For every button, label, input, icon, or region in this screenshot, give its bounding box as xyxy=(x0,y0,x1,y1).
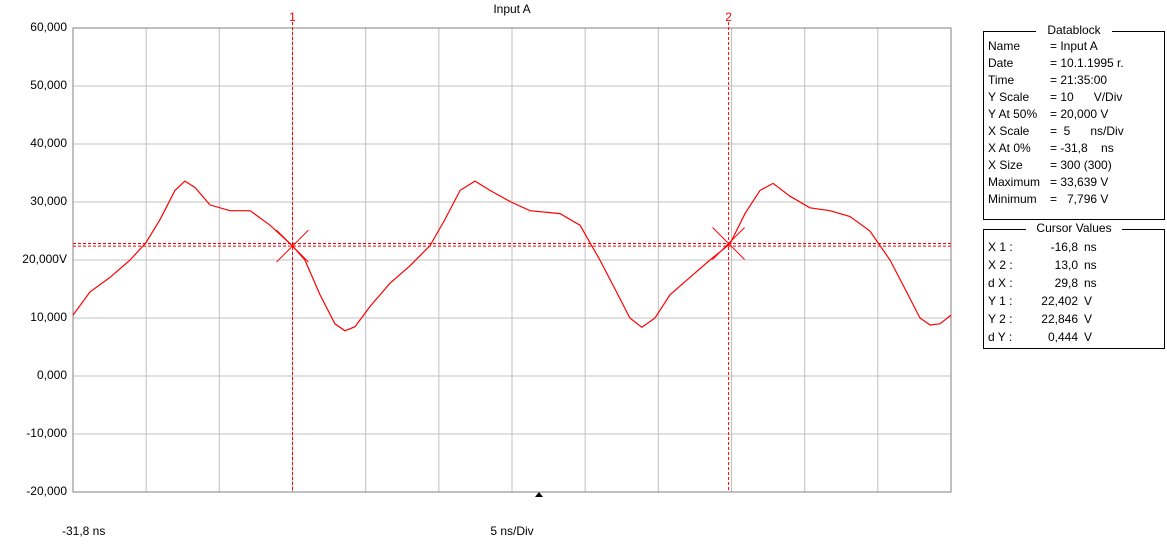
cursor-value: 0,444 xyxy=(1048,330,1078,344)
datablock-key: Time xyxy=(988,73,1015,87)
cursor-value: 13,0 xyxy=(1055,258,1079,272)
datablock-key: Maximum xyxy=(988,175,1040,189)
cursor-label: 2 xyxy=(725,10,732,24)
datablock-title: Datablock xyxy=(1047,23,1101,37)
cursor-key: d Y : xyxy=(988,330,1012,344)
datablock-value: = 33,639 V xyxy=(1050,175,1108,189)
datablock-value: = -31,8 ns xyxy=(1050,141,1114,155)
cursor-key: d X : xyxy=(988,276,1013,290)
cursor-unit: V xyxy=(1084,330,1092,344)
cursor-label: 1 xyxy=(289,10,296,24)
datablock-key: X At 0% xyxy=(988,141,1031,155)
y-tick-label: 10,000 xyxy=(30,310,67,324)
cursor-key: X 2 : xyxy=(988,258,1013,272)
cursor-value: 22,402 xyxy=(1041,294,1078,308)
cursor-values-title-bg xyxy=(1026,223,1122,235)
trace xyxy=(72,180,952,332)
y-tick-label: -10,000 xyxy=(26,426,67,440)
datablock-value: = 10 V/Div xyxy=(1050,90,1122,104)
datablock-value: = 5 ns/Div xyxy=(1050,124,1124,138)
y-tick-label: 0,000 xyxy=(37,368,67,382)
trigger-marker xyxy=(535,492,543,497)
datablock-key: Date xyxy=(988,56,1014,70)
datablock-key: X Scale xyxy=(988,124,1030,138)
x-scale-label: 5 ns/Div xyxy=(490,524,533,538)
y-tick-label: 50,000 xyxy=(30,78,67,92)
datablock-key: Minimum xyxy=(988,192,1037,206)
chart-title: Input A xyxy=(493,2,530,16)
datablock-value: = 300 (300) xyxy=(1050,158,1112,172)
plot-border xyxy=(72,27,952,493)
cursor-key: Y 1 : xyxy=(988,294,1012,308)
cursor-cross xyxy=(712,227,745,260)
cursor-unit: ns xyxy=(1084,276,1097,290)
y-tick-label: 60,000 xyxy=(30,20,67,34)
cursor-key: Y 2 : xyxy=(988,312,1012,326)
datablock-value: = 21:35:00 xyxy=(1050,73,1107,87)
datablock-value: = 10.1.1995 r. xyxy=(1050,56,1124,70)
y-tick-label: 20,000V xyxy=(22,252,67,266)
cursor-value: -16,8 xyxy=(1051,240,1079,254)
cursor-value: 22,846 xyxy=(1041,312,1078,326)
y-tick-label: -20,000 xyxy=(26,484,67,498)
cursor-cross xyxy=(276,229,309,263)
datablock-key: Y At 50% xyxy=(988,107,1037,121)
cursor-unit: ns xyxy=(1084,258,1097,272)
x-origin-label: -31,8 ns xyxy=(62,524,105,538)
datablock-value: = Input A xyxy=(1050,39,1098,53)
cursor-values-title: Cursor Values xyxy=(1036,221,1111,235)
cursor-unit: V xyxy=(1084,294,1092,308)
datablock-value: = 20,000 V xyxy=(1050,107,1108,121)
datablock-key: Y Scale xyxy=(988,90,1029,104)
datablock-key: X Size xyxy=(988,158,1023,172)
cursor-key: X 1 : xyxy=(988,240,1013,254)
datablock-title-bg xyxy=(1036,25,1112,37)
datablock-key: Name xyxy=(988,39,1020,53)
datablock-value: = 7,796 V xyxy=(1050,192,1108,206)
cursor-value: 29,8 xyxy=(1055,276,1079,290)
cursor-unit: V xyxy=(1084,312,1092,326)
y-tick-label: 30,000 xyxy=(30,194,67,208)
y-tick-label: 40,000 xyxy=(30,136,67,150)
cursor-unit: ns xyxy=(1084,240,1097,254)
